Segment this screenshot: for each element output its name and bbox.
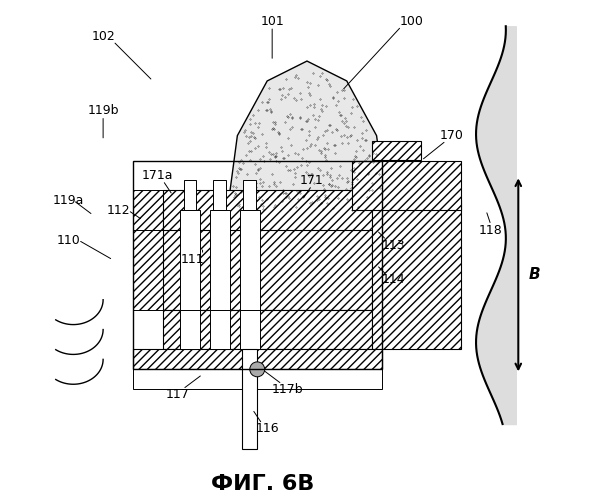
Text: 171a: 171a — [142, 169, 173, 182]
Text: 110: 110 — [56, 234, 80, 246]
Bar — [242, 350, 257, 449]
Text: 117b: 117b — [271, 382, 303, 396]
Text: 114: 114 — [382, 274, 405, 286]
Bar — [133, 190, 173, 230]
Text: 119a: 119a — [53, 194, 84, 207]
Bar — [133, 350, 382, 370]
Bar — [210, 310, 230, 350]
Text: 117: 117 — [166, 388, 190, 400]
Bar — [162, 190, 371, 230]
Bar — [184, 180, 196, 210]
Text: 118: 118 — [479, 224, 503, 236]
Bar — [133, 370, 382, 389]
Text: 116: 116 — [255, 422, 279, 436]
Bar — [371, 140, 422, 160]
Bar — [180, 210, 200, 310]
Bar — [243, 180, 255, 210]
Text: ФИГ. 6B: ФИГ. 6B — [211, 474, 314, 494]
Text: 171: 171 — [300, 174, 324, 187]
Text: 112: 112 — [106, 204, 130, 216]
Bar — [213, 180, 226, 210]
Text: 111: 111 — [181, 254, 204, 266]
Bar — [210, 210, 230, 310]
Text: 170: 170 — [439, 129, 463, 142]
Circle shape — [250, 362, 265, 377]
Bar — [133, 160, 382, 370]
Bar — [240, 210, 260, 310]
Bar — [240, 310, 260, 350]
Text: B: B — [528, 268, 540, 282]
Text: 101: 101 — [260, 15, 284, 28]
Bar — [162, 210, 371, 310]
Text: 113: 113 — [382, 238, 405, 252]
Text: 119b: 119b — [88, 104, 119, 118]
Bar — [180, 310, 200, 350]
Bar — [133, 230, 173, 310]
Bar — [371, 200, 461, 350]
Text: 102: 102 — [91, 30, 115, 43]
Text: 100: 100 — [399, 15, 423, 28]
Bar — [162, 310, 371, 350]
Bar — [352, 160, 461, 210]
Polygon shape — [228, 61, 387, 210]
